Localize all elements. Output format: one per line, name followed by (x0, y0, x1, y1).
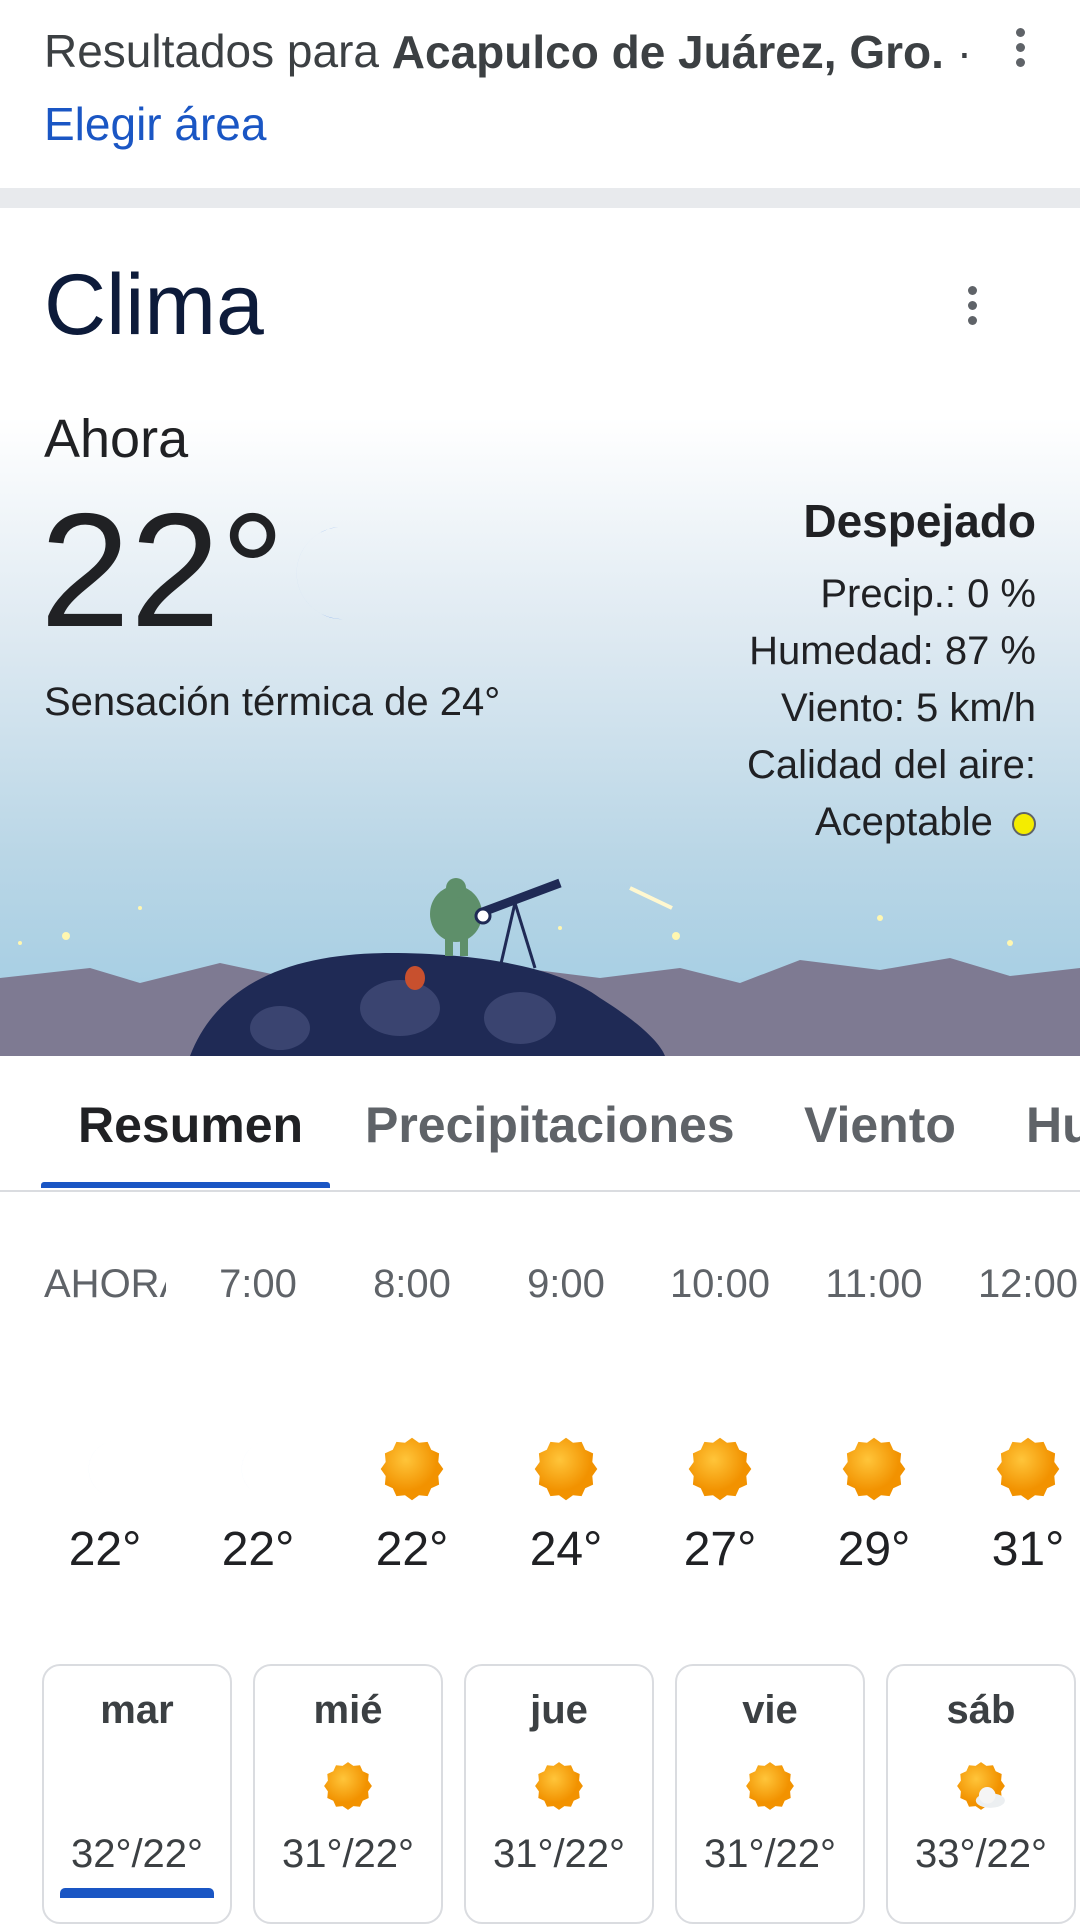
hour-icon (380, 1437, 444, 1501)
tabs: Resumen Precipitaciones Viento Humedad (0, 1056, 1080, 1192)
day-temps: 33°/22° (914, 1832, 1048, 1876)
day-temps: 31°/22° (703, 1832, 837, 1876)
tab[interactable]: Resumen (78, 1097, 304, 1153)
hour-icon (534, 1437, 598, 1501)
weather-menu[interactable] (968, 286, 980, 331)
hour-icon (842, 1437, 906, 1501)
hour-time: AHORA (44, 1262, 166, 1306)
day-card[interactable]: vie 31°/22° (675, 1664, 865, 1924)
day-temps: 31°/22° (492, 1832, 626, 1876)
header-menu[interactable] (1016, 28, 1028, 73)
feels-like: Sensación térmica de 24° (44, 680, 501, 724)
separator: · (956, 26, 973, 78)
hour-time: 12:00 (977, 1262, 1079, 1306)
air-quality-label: Calidad del aire: (746, 743, 1036, 787)
hour-time: 10:00 (669, 1262, 771, 1306)
weather-title: Clima (44, 257, 264, 353)
location: Acapulco de Juárez, Gro. (391, 26, 944, 78)
hour-temp: 22° (221, 1523, 295, 1576)
results-prefix: Resultados para (44, 25, 379, 77)
choose-area-link[interactable]: Elegir área (44, 98, 267, 150)
current-temperature: 22° (40, 480, 285, 661)
day-name: sáb (946, 1688, 1016, 1732)
day-icon (746, 1762, 794, 1810)
current-icon (296, 526, 343, 620)
hour-icon (88, 1440, 118, 1498)
tab[interactable]: Humedad (1026, 1097, 1080, 1153)
stars (18, 906, 1013, 946)
weather-panel (0, 208, 1080, 1056)
air-quality-row: Aceptable (815, 800, 1036, 845)
results-line-1: Resultados para (44, 16, 379, 86)
day-card[interactable]: mar 32°/22° (42, 1664, 232, 1924)
humidity: Humedad: 87 % (749, 629, 1036, 673)
telescope (474, 878, 562, 969)
wind: Viento: 5 km/h (781, 686, 1036, 730)
day-name: mié (313, 1688, 383, 1732)
day-name: vie (742, 1688, 798, 1732)
hour-time: 7:00 (219, 1262, 297, 1306)
hour-temp: 22° (375, 1523, 449, 1576)
day-icon (124, 1764, 147, 1808)
precipitation: Precip.: 0 % (820, 572, 1036, 616)
day-icon (324, 1762, 372, 1810)
hour-icon (688, 1437, 752, 1501)
hour-icon (241, 1440, 271, 1498)
frog (405, 878, 482, 990)
hour-time: 9:00 (527, 1262, 605, 1306)
day-icon (957, 1762, 1005, 1810)
day-name: mar (100, 1688, 174, 1732)
hour-temp: 29° (837, 1523, 911, 1576)
selected-indicator (60, 1888, 214, 1898)
air-quality: Aceptable (814, 800, 993, 844)
now-label: Ahora (44, 409, 189, 469)
hour-temp: 22° (68, 1523, 142, 1576)
divider (0, 188, 1080, 208)
day-card[interactable]: sáb 33°/22° (886, 1664, 1076, 1924)
day-card[interactable]: jue 31°/22° (464, 1664, 654, 1924)
hour-temp: 24° (529, 1523, 603, 1576)
hour-temp: 27° (683, 1523, 757, 1576)
tab[interactable]: Viento (804, 1097, 956, 1153)
hour-time: 8:00 (373, 1262, 451, 1306)
day-card[interactable]: mié 31°/22° (253, 1664, 443, 1924)
day-icon (535, 1762, 583, 1810)
tab[interactable]: Precipitaciones (365, 1097, 735, 1153)
day-name: jue (530, 1688, 588, 1732)
tab-indicator (41, 1182, 330, 1188)
hour-time: 11:00 (825, 1262, 923, 1306)
day-temps: 31°/22° (281, 1832, 415, 1876)
shooting-star (629, 886, 673, 910)
hour-temp: 31° (991, 1523, 1065, 1576)
air-quality-dot (1012, 812, 1036, 837)
day-temps: 32°/22° (70, 1832, 204, 1876)
illustration (0, 878, 1080, 1056)
condition: Despejado (803, 495, 1036, 547)
hour-icon (996, 1437, 1060, 1501)
results-text: Resultados para Acapulco de Juárez, Gro.… (44, 16, 994, 160)
